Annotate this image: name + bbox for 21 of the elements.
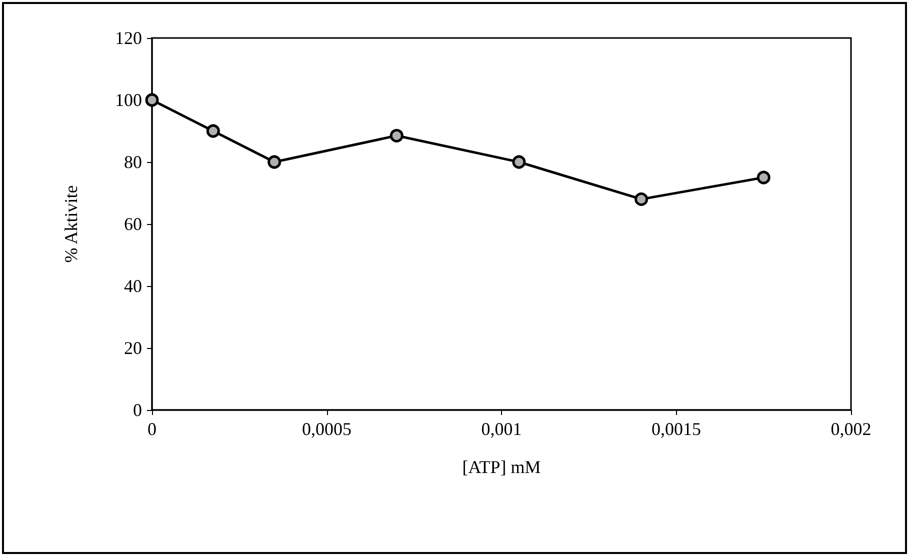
point (390, 128, 404, 142)
y-tick-label: 100 (115, 90, 142, 110)
point (206, 124, 220, 138)
x-tick-label: 0,001 (481, 419, 522, 439)
y-tick-label: 80 (124, 152, 142, 172)
y-axis-title: % Aktivite (61, 185, 81, 263)
y-tick-label: 60 (124, 214, 142, 234)
y-tick-label: 40 (124, 276, 142, 296)
y-tick-label: 20 (124, 338, 142, 358)
y-tick-label: 0 (133, 400, 142, 420)
point (145, 93, 159, 107)
point (268, 155, 282, 169)
point (512, 155, 526, 169)
point (634, 192, 648, 206)
x-tick-label: 0,002 (830, 419, 872, 439)
x-tick-label: 0,0005 (302, 419, 352, 439)
y-tick-label: 120 (115, 28, 142, 48)
x-axis-title: [ATP] mM (462, 457, 541, 477)
x-tick-label: 0 (148, 419, 156, 439)
x-tick-label: 0,0015 (652, 419, 701, 439)
point (756, 170, 770, 184)
